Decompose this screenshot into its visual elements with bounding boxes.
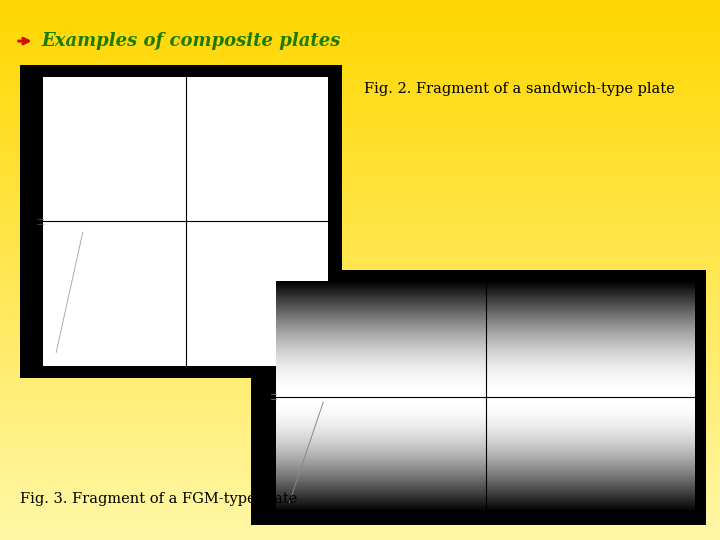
Text: Fig. 2. Fragment of a sandwich-type plate: Fig. 2. Fragment of a sandwich-type plat…	[364, 82, 675, 96]
Bar	[43, 77, 328, 366]
Bar	[20, 65, 342, 378]
Text: Examples of composite plates: Examples of composite plates	[42, 32, 341, 50]
Bar	[251, 270, 706, 525]
Text: Fig. 3. Fragment of a FGM-type plate: Fig. 3. Fragment of a FGM-type plate	[20, 492, 297, 507]
